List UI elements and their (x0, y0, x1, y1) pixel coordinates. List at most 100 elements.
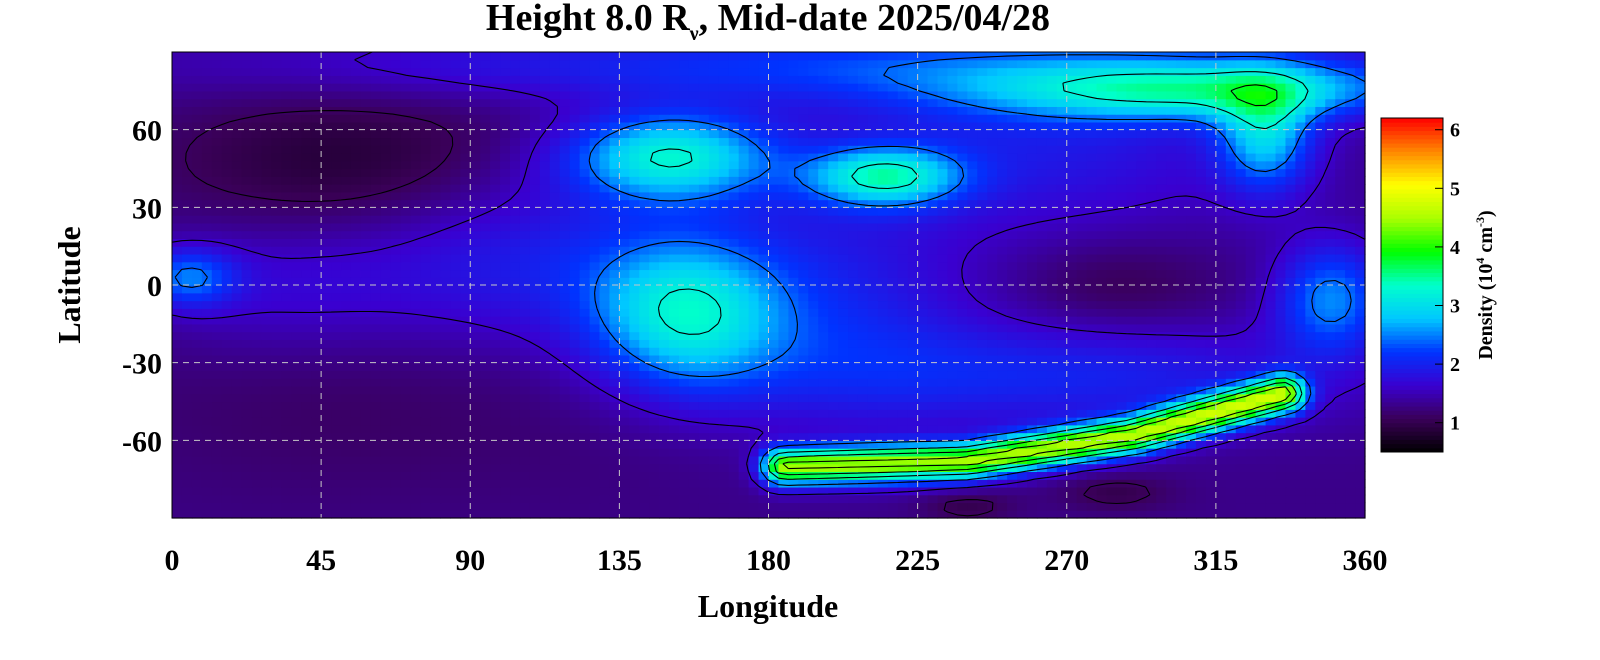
heatmap-cell (370, 362, 382, 372)
heatmap-cell (788, 230, 799, 239)
heatmap-cell (1136, 393, 1147, 403)
heatmap-cell (599, 207, 611, 216)
heatmap-cell (460, 347, 471, 356)
heatmap-cell (828, 191, 839, 201)
heatmap-cell (350, 440, 362, 449)
heatmap-cell (748, 285, 760, 294)
heatmap-cell (350, 479, 362, 488)
heatmap-cell (1315, 502, 1326, 511)
heatmap-cell (698, 323, 710, 333)
heatmap-cell (788, 417, 799, 426)
heatmap-cell (1136, 378, 1147, 387)
heatmap-cell (430, 354, 442, 364)
heatmap-cell (231, 323, 243, 333)
heatmap-cell (997, 502, 1008, 511)
heatmap-cell (679, 455, 690, 465)
heatmap-cell (758, 432, 770, 441)
heatmap-cell (669, 277, 680, 286)
heatmap-cell (1225, 269, 1237, 278)
heatmap-cell (1076, 269, 1088, 278)
heatmap-cell (937, 354, 949, 364)
heatmap-cell (1017, 362, 1028, 372)
heatmap-cell (500, 215, 511, 224)
heatmap-cell (669, 502, 680, 511)
heatmap-cell (1275, 455, 1287, 465)
heatmap-cell (1205, 308, 1217, 317)
heatmap-cell (738, 300, 750, 309)
heatmap-cell (321, 246, 332, 255)
heatmap-cell (748, 486, 760, 496)
heatmap-cell (529, 316, 541, 325)
heatmap-cell (251, 215, 263, 224)
heatmap-cell (1156, 300, 1167, 309)
heatmap-cell (947, 440, 958, 449)
heatmap-cell (400, 479, 412, 488)
heatmap-cell (1056, 448, 1068, 457)
heatmap-cell (1345, 308, 1356, 317)
heatmap-cell (758, 253, 770, 263)
heatmap-cell (1017, 285, 1028, 294)
heatmap-cell (828, 362, 839, 372)
heatmap-cell (728, 463, 740, 472)
heatmap-cell (1076, 370, 1088, 379)
heatmap-cell (957, 331, 968, 340)
heatmap-cell (1017, 238, 1028, 247)
heatmap-cell (897, 277, 909, 286)
heatmap-cell (1315, 292, 1326, 302)
heatmap-cell (1205, 393, 1217, 403)
heatmap-cell (838, 354, 849, 364)
heatmap-cell (1096, 199, 1108, 208)
heatmap-cell (1126, 486, 1137, 496)
heatmap-cell (808, 347, 819, 356)
heatmap-cell (1156, 354, 1167, 364)
heatmap-cell (1076, 479, 1088, 488)
heatmap-cell (1146, 269, 1157, 278)
heatmap-cell (698, 354, 710, 364)
heatmap-cell (291, 494, 302, 504)
heatmap-cell (420, 308, 432, 317)
heatmap-cell (1136, 277, 1147, 286)
heatmap-cell (728, 222, 740, 232)
heatmap-cell (1136, 261, 1147, 271)
heatmap-cell (470, 502, 481, 511)
heatmap-cell (430, 339, 442, 348)
heatmap-cell (708, 316, 720, 325)
heatmap-cell (887, 479, 899, 488)
heatmap-cell (967, 253, 978, 263)
heatmap-cell (460, 339, 471, 348)
heatmap-cell (321, 331, 332, 340)
heatmap-cell (539, 385, 551, 395)
heatmap-cell (490, 455, 501, 465)
heatmap-cell (221, 455, 233, 465)
heatmap-cell (768, 494, 780, 504)
heatmap-cell (291, 486, 302, 496)
heatmap-cell (1036, 261, 1048, 271)
heatmap-cell (728, 486, 740, 496)
heatmap-cell (271, 238, 282, 247)
heatmap-cell (768, 191, 780, 201)
heatmap-cell (1176, 238, 1187, 247)
heatmap-cell (1126, 261, 1137, 271)
heatmap-cell (1166, 510, 1177, 519)
heatmap-cell (688, 230, 700, 239)
heatmap-cell (669, 440, 680, 449)
heatmap-cell (589, 378, 601, 387)
heatmap-cell (231, 191, 243, 201)
heatmap-cell (1136, 455, 1147, 465)
heatmap-cell (589, 300, 601, 309)
heatmap-cell (738, 494, 750, 504)
heatmap-cell (937, 424, 949, 434)
heatmap-cell (360, 362, 372, 372)
heatmap-cell (420, 463, 432, 472)
heatmap-cell (1245, 253, 1257, 263)
heatmap-cell (1146, 393, 1157, 403)
heatmap-cell (748, 354, 760, 364)
heatmap-cell (659, 308, 670, 317)
heatmap-cell (1315, 253, 1326, 263)
heatmap-cell (1355, 199, 1366, 208)
heatmap-cell (549, 339, 561, 348)
heatmap-cell (1265, 292, 1277, 302)
heatmap-cell (390, 417, 402, 426)
heatmap-cell (609, 222, 620, 232)
heatmap-cell (818, 323, 829, 333)
